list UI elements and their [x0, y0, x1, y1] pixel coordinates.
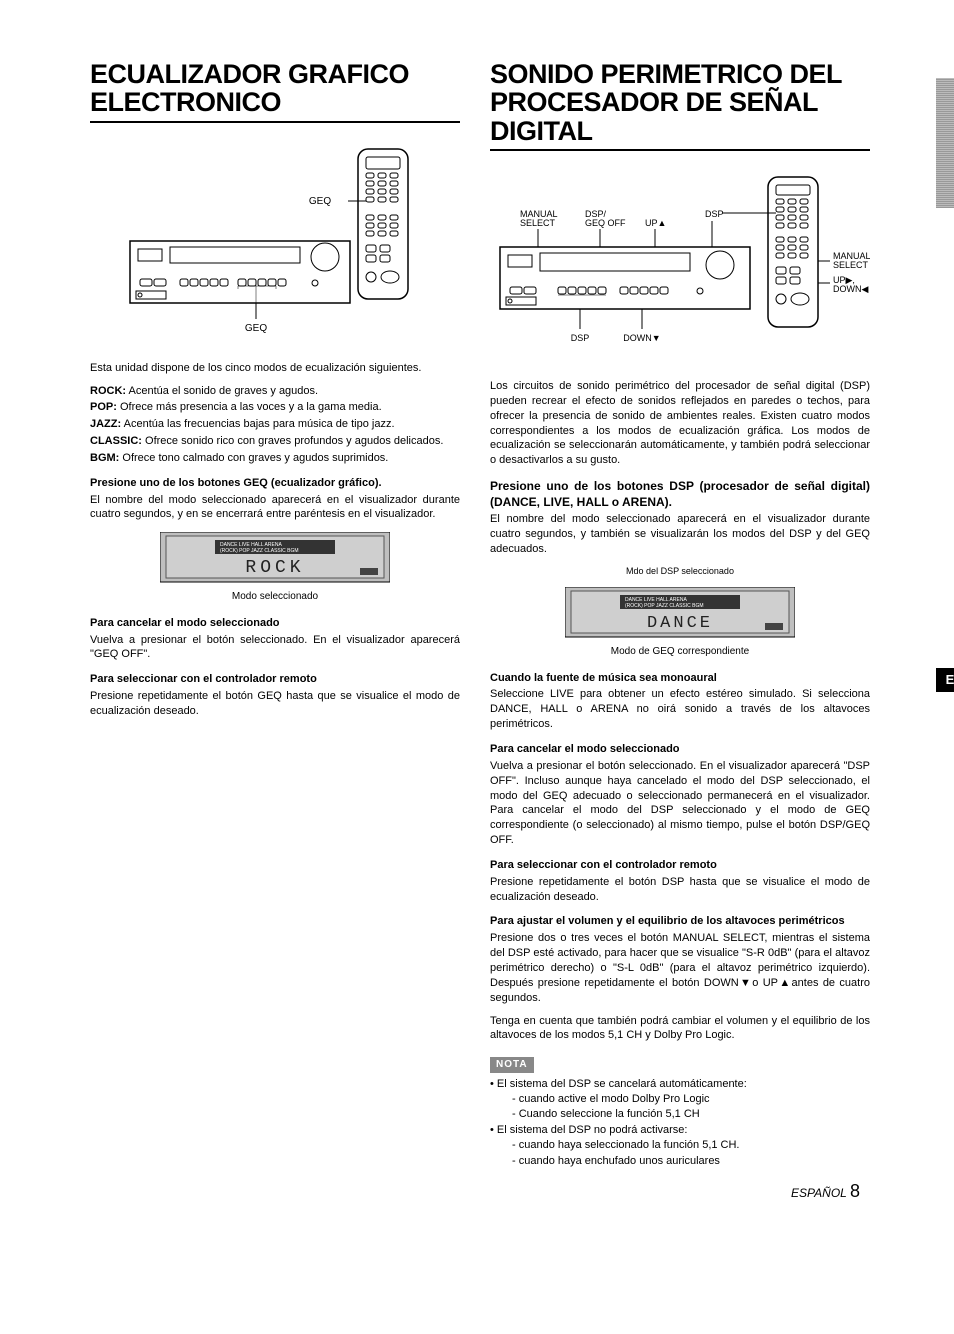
right-cancel-body: Vuelva a presionar el botón seleccionado…: [490, 759, 870, 848]
display-dance: DANCE LIVE HALL ARENA (ROCK) POP JAZZ CL…: [565, 587, 795, 641]
diagram-dsp: MANUAL SELECT DSP/ GEQ OFF UP▲ DSP: [490, 169, 870, 359]
mode-list: ROCK: Acentúa el sonido de graves y agud…: [90, 384, 460, 466]
svg-text:ROCK: ROCK: [245, 558, 304, 578]
nota-list: El sistema del DSP se cancelará automáti…: [490, 1077, 870, 1169]
title-right: SONIDO PERIMETRICO DEL PROCESADOR DE SEÑ…: [490, 60, 870, 151]
right-intro: Los circuitos de sonido perimétrico del …: [490, 379, 870, 468]
adjust-head: Para ajustar el volumen y el equilibrio …: [490, 914, 870, 929]
right-press-head: Presione uno de los botones DSP (procesa…: [490, 478, 870, 510]
side-tabs: SONIDO E: [936, 78, 954, 694]
right-remote-head: Para seleccionar con el controlador remo…: [490, 858, 870, 873]
right-cancel-head: Para cancelar el modo seleccionado: [490, 742, 870, 757]
diagram-geq: GEQ: [90, 141, 460, 341]
svg-text:(ROCK) POP JAZZ CLASSIC B: (ROCK) POP JAZZ CLASSIC BGM: [625, 603, 704, 609]
display-rock: DANCE LIVE HALL ARENA (ROCK) POP JAZZ CL…: [160, 532, 390, 586]
display-top-label: Mdo del DSP seleccionado: [490, 565, 870, 577]
svg-text:SELECT: SELECT: [833, 260, 869, 270]
lbl-down-bot: DOWN▼: [623, 333, 660, 343]
svg-text:SELECT: SELECT: [520, 218, 556, 228]
lbl-dsp-top: DSP: [705, 209, 724, 219]
right-press-body: El nombre del modo seleccionado aparecer…: [490, 512, 870, 557]
left-press-head: Presione uno de los botones GEQ (ecualiz…: [90, 476, 460, 491]
svg-text:DANCE: DANCE: [647, 614, 713, 633]
tab-e: E: [936, 668, 954, 692]
right-remote-body: Presione repetidamente el botón DSP hast…: [490, 875, 870, 905]
lbl-up: UP▲: [645, 218, 666, 228]
left-remote-head: Para seleccionar con el controlador remo…: [90, 672, 460, 687]
svg-text:GEQ OFF: GEQ OFF: [585, 218, 626, 228]
mono-head: Cuando la fuente de música sea monoaural: [490, 671, 870, 686]
lbl-dsp-bot: DSP: [571, 333, 590, 343]
label-geq-remote: GEQ: [309, 196, 331, 207]
tab-sonido: SONIDO: [936, 78, 954, 208]
column-right: SONIDO PERIMETRICO DEL PROCESADOR DE SEÑ…: [490, 60, 870, 1203]
label-geq-unit: GEQ: [245, 323, 267, 334]
nota-label: NOTA: [490, 1057, 534, 1073]
display-caption-right: Modo de GEQ correspondiente: [490, 645, 870, 659]
svg-text:DOWN◀: DOWN◀: [833, 284, 868, 294]
left-remote-body: Presione repetidamente el botón GEQ hast…: [90, 689, 460, 719]
display-caption-left: Modo seleccionado: [90, 590, 460, 604]
mono-body: Seleccione LIVE para obtener un efecto e…: [490, 687, 870, 732]
left-intro: Esta unidad dispone de los cinco modos d…: [90, 361, 460, 376]
left-press-body: El nombre del modo seleccionado aparecer…: [90, 493, 460, 523]
title-left: ECUALIZADOR GRAFICO ELECTRONICO: [90, 60, 460, 123]
column-left: ECUALIZADOR GRAFICO ELECTRONICO GEQ: [90, 60, 460, 1203]
left-cancel-head: Para cancelar el modo seleccionado: [90, 616, 460, 631]
adjust-body2: Tenga en cuenta que también podrá cambia…: [490, 1014, 870, 1044]
left-cancel-body: Vuelva a presionar el botón seleccionado…: [90, 633, 460, 663]
adjust-body1: Presione dos o tres veces el botón MANUA…: [490, 931, 870, 1005]
page-footer: ESPAÑOL 8: [490, 1179, 870, 1203]
svg-text:(ROCK) POP JAZZ CLASSIC B: (ROCK) POP JAZZ CLASSIC BGM: [220, 548, 299, 554]
